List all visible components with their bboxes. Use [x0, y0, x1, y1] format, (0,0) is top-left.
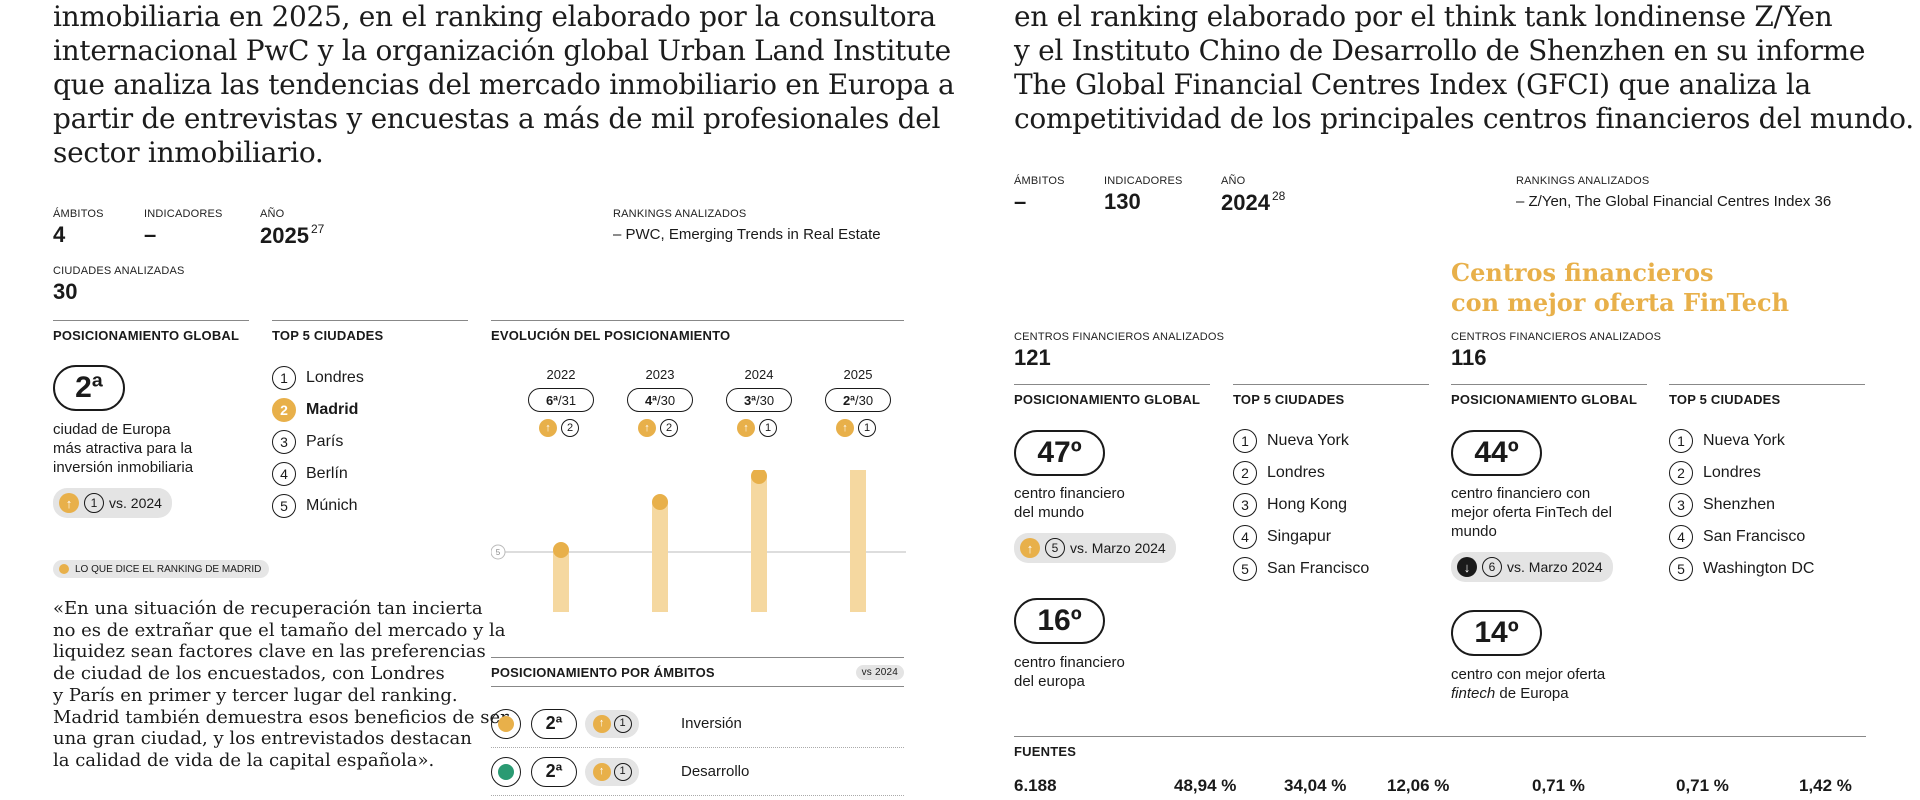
right-col2-rank2: 14º	[1451, 610, 1542, 656]
right-col2-rank: 44º	[1451, 430, 1542, 476]
left-global-rank: 2ª	[53, 365, 125, 411]
list-item: 5 Múnich	[272, 490, 364, 522]
chart-bar-2025	[850, 470, 866, 612]
fuentes-value: 0,71 %	[1676, 776, 1729, 795]
list-item: 5 Washington DC	[1669, 553, 1814, 585]
stat-ambitos: ÁMBITOS 4	[53, 208, 104, 247]
evolution-header: 2022 6ª/31 ↑ 2 2023 4ª/30 ↑ 2 2024 3ª/30 ↑…	[526, 367, 891, 437]
chart-bar-2024	[751, 476, 767, 612]
quote-tag: LO QUE DICE EL RANKING DE MADRID	[53, 560, 270, 578]
chart-point-2024	[751, 470, 767, 484]
year-position: 6ª/31	[528, 388, 594, 412]
stat-ciudades: CIUDADES ANALIZADAS 30	[53, 265, 185, 304]
stat-indicadores: INDICADORES –	[144, 208, 223, 247]
left-global-desc: ciudad de Europa más atractiva para la i…	[53, 421, 194, 476]
stat-rankings: RANKINGS ANALIZADOS – PWC, Emerging Tren…	[613, 208, 881, 243]
stat-anio: AÑO 2025 27	[260, 208, 325, 248]
arrow-up-icon: ↑	[59, 493, 79, 513]
list-item: 4 Singapur	[1233, 521, 1369, 553]
list-item: 1 Nueva York	[1233, 425, 1369, 457]
ambitos-heading: POSICIONAMIENTO POR ÁMBITOS vs 2024	[491, 657, 904, 687]
arrow-up-icon: ↑	[539, 419, 557, 437]
left-global-change-badge: ↑ 1 vs. 2024	[53, 488, 172, 518]
fintech-title: Centros financieros con mejor oferta Fin…	[1451, 258, 1790, 317]
right-col1-rank: 47º	[1014, 430, 1105, 476]
right-col2-desc2: centro con mejor oferta fintech de Europ…	[1451, 666, 1606, 702]
list-item: 2 Madrid	[272, 394, 364, 426]
list-item: 3 París	[272, 426, 364, 458]
year-position: 4ª/30	[627, 388, 693, 412]
right-col1-analyzed: CENTROS FINANCIEROS ANALIZADOS 121	[1014, 331, 1225, 370]
right-stat-ambitos: ÁMBITOS –	[1014, 175, 1065, 214]
reference-label: 5	[496, 548, 501, 557]
list-item: 2 Londres	[1669, 457, 1814, 489]
right-col1-desc2: centro financiero del europa	[1014, 654, 1125, 690]
fuentes-values: 6.188 48,94 % 34,04 % 12,06 % 0,71 % 0,7…	[1014, 776, 1866, 800]
right-col2-global-heading: POSICIONAMIENTO GLOBAL	[1451, 384, 1647, 407]
right-col1-top5-list: 1 Nueva York 2 Londres 3 Hong Kong 4 Singapu…	[1233, 425, 1369, 585]
evolution-year-col: 2022 6ª/31 ↑ 2	[526, 367, 596, 437]
fuentes-value: 6.188	[1014, 776, 1057, 795]
arrow-up-icon: ↑	[592, 714, 611, 733]
year-position: 2ª/30	[825, 388, 891, 412]
right-col1-desc: centro financiero del mundo	[1014, 485, 1125, 521]
fuentes-value: 1,42 %	[1799, 776, 1852, 795]
evolution-year-col: 2025 2ª/30 ↑ 1	[823, 367, 893, 437]
evolution-chart: 5	[491, 470, 906, 612]
list-item: 3 Hong Kong	[1233, 489, 1369, 521]
madrid-quote: «En una situación de recuperación tan in…	[53, 598, 509, 771]
fuentes-value: 12,06 %	[1387, 776, 1450, 795]
right-col1-change-badge: ↑ 5 vs. Marzo 2024	[1014, 533, 1176, 563]
right-col2-top5-heading: TOP 5 CIUDADES	[1669, 384, 1865, 407]
table-row: 2ª ↑ 1 Desarrollo	[491, 748, 904, 796]
right-col2-top5-list: 1 Nueva York 2 Londres 3 Shenzhen 4 San Fran…	[1669, 425, 1814, 585]
arrow-up-icon: ↑	[836, 419, 854, 437]
list-item: 2 Londres	[1233, 457, 1369, 489]
evolution-heading: EVOLUCIÓN DEL POSICIONAMIENTO	[491, 320, 904, 343]
evolution-year-col: 2023 4ª/30 ↑ 2	[625, 367, 695, 437]
left-top5-heading: TOP 5 CIUDADES	[272, 320, 468, 343]
right-col1-rank2: 16º	[1014, 598, 1105, 644]
list-item: 1 Nueva York	[1669, 425, 1814, 457]
dot-icon	[59, 564, 69, 574]
arrow-up-icon: ↑	[737, 419, 755, 437]
list-item: 3 Shenzhen	[1669, 489, 1814, 521]
list-item: 1 Londres	[272, 362, 364, 394]
left-top5-list: 1 Londres 2 Madrid 3 París 4 Berlín 5 Múnich	[272, 362, 364, 522]
arrow-up-icon: ↑	[638, 419, 656, 437]
reference-marker	[491, 544, 506, 560]
fuentes-heading: FUENTES	[1014, 736, 1866, 759]
right-intro-text: en el ranking elaborado por el think tan…	[1014, 0, 1914, 135]
category-dot-icon	[491, 708, 521, 739]
chart-point-2022	[553, 542, 569, 558]
right-col2-change-badge: ↓ 6 vs. Marzo 2024	[1451, 552, 1613, 582]
right-col1-top5-heading: TOP 5 CIUDADES	[1233, 384, 1429, 407]
category-dot-icon	[491, 756, 521, 787]
year-position: 3ª/30	[726, 388, 792, 412]
left-global-heading: POSICIONAMIENTO GLOBAL	[53, 320, 249, 343]
fuentes-value: 0,71 %	[1532, 776, 1585, 795]
list-item: 4 San Francisco	[1669, 521, 1814, 553]
right-col2-desc: centro financiero con mejor oferta FinTe…	[1451, 485, 1612, 540]
left-intro-text: inmobiliaria en 2025, en el ranking elab…	[53, 0, 955, 169]
fuentes-value: 48,94 %	[1174, 776, 1237, 795]
right-stat-indicadores: INDICADORES 130	[1104, 175, 1183, 214]
evolution-year-col: 2024 3ª/30 ↑ 1	[724, 367, 794, 437]
right-stat-anio: AÑO 2024 28	[1221, 175, 1286, 215]
list-item: 5 San Francisco	[1233, 553, 1369, 585]
arrow-down-icon: ↓	[1457, 557, 1477, 577]
chart-bar-2023	[652, 502, 668, 612]
fuentes-value: 34,04 %	[1284, 776, 1347, 795]
chart-bar-2022	[553, 550, 569, 612]
right-col1-global-heading: POSICIONAMIENTO GLOBAL	[1014, 384, 1210, 407]
list-item: 4 Berlín	[272, 458, 364, 490]
ambitos-list: 2ª ↑ 1 Inversión 2ª ↑ 1 Desarrollo	[491, 700, 904, 796]
arrow-up-icon: ↑	[1020, 538, 1040, 558]
chart-point-2023	[652, 494, 668, 510]
right-stat-rankings: RANKINGS ANALIZADOS – Z/Yen, The Global …	[1516, 175, 1832, 210]
arrow-up-icon: ↑	[592, 762, 611, 781]
table-row: 2ª ↑ 1 Inversión	[491, 700, 904, 748]
right-col2-analyzed: CENTROS FINANCIEROS ANALIZADOS 116	[1451, 331, 1662, 370]
